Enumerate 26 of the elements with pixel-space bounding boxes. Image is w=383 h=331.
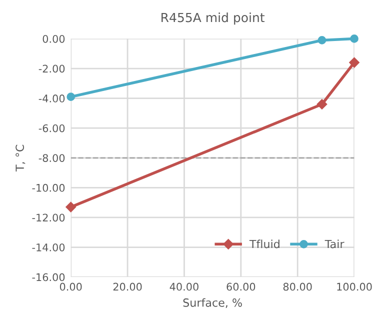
y-tick-label: -12.00 [32,214,65,222]
y-tick-label: -14.00 [32,243,65,252]
x-axis-title: Surface, % [183,298,242,308]
x-tick-label: 100.00 [337,282,372,291]
y-axis-title: T, °C [16,144,26,172]
y-tick-label: 0.00 [42,34,65,43]
legend-label: Tfluid [249,240,280,248]
x-tick-label: 60.00 [226,282,256,291]
chart-title: R455A mid point [162,12,265,25]
legend-label: Tair [324,240,344,248]
y-tick-label: -16.00 [32,273,65,282]
point [349,57,360,68]
point [318,36,326,44]
x-tick-label: 0.00 [60,282,82,291]
y-tick-label: -8.00 [38,154,65,162]
point [66,202,76,212]
point [66,92,76,101]
y-tick-label: -6.00 [38,124,65,132]
y-tick-label: -10.00 [32,184,65,192]
x-tick-label: 20.00 [113,282,142,291]
point [316,99,328,110]
point [350,34,358,43]
y-tick-label: -4.00 [38,94,65,102]
x-tick-label: 80.00 [283,282,312,291]
x-tick-label: 40.00 [170,282,198,291]
y-tick-label: -2.00 [38,64,65,73]
